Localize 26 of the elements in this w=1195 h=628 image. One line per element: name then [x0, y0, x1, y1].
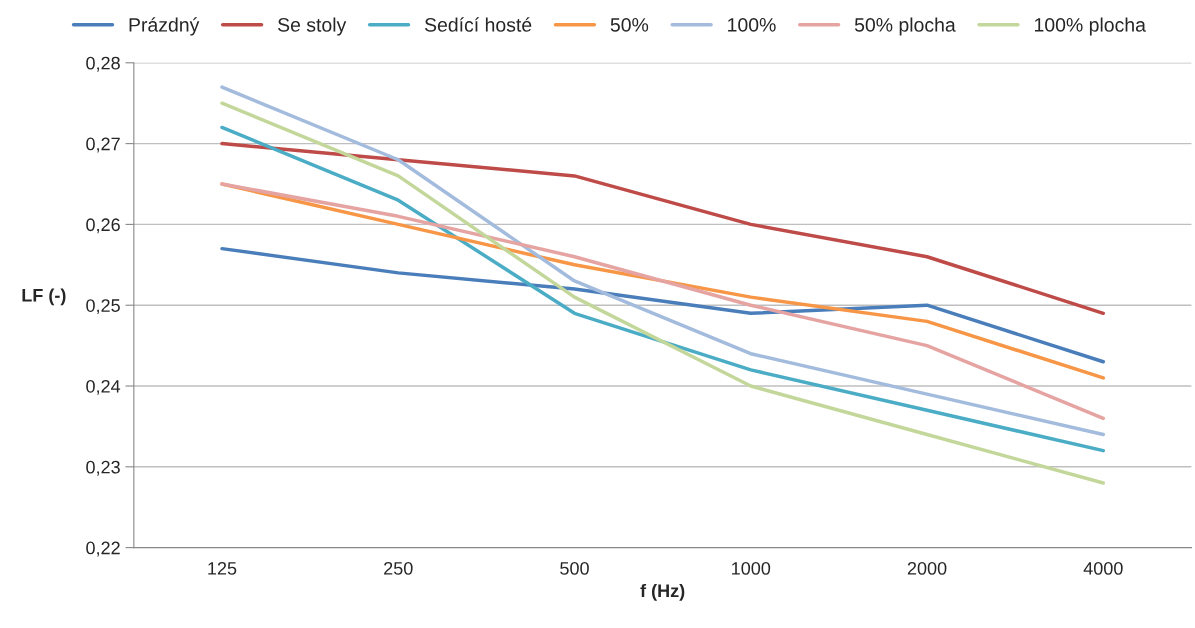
legend-label: Prázdný: [129, 17, 200, 36]
y-axis-title: LF (-): [22, 288, 66, 306]
x-tick-label: 125: [208, 561, 237, 575]
y-tick-label: 0,24: [86, 379, 121, 395]
y-tick-label: 0,23: [86, 460, 120, 476]
y-tick-label: 0,28: [86, 56, 120, 72]
legend-label: 50% plocha: [854, 17, 956, 36]
x-tick-label: 500: [560, 561, 589, 575]
legend-label: 100% plocha: [1034, 17, 1146, 36]
legend-label: Se stoly: [278, 17, 347, 36]
legend-label: 50%: [610, 17, 649, 32]
legend-label: 100%: [728, 17, 776, 32]
line-series: [220, 246, 1106, 364]
line-series: [220, 85, 1106, 437]
y-tick-label: 0,27: [86, 137, 120, 153]
y-tick-label: 0,22: [86, 541, 120, 557]
line-series: [220, 182, 1106, 421]
x-tick-label: 4000: [1083, 561, 1123, 575]
x-tick-label: 250: [384, 561, 413, 575]
x-tick-label: 1000: [732, 561, 771, 575]
y-tick-label: 0,26: [86, 218, 120, 234]
x-axis-title: f (Hz): [640, 583, 685, 601]
x-tick-label: 2000: [907, 561, 947, 575]
legend-label: Sedící hosté: [424, 17, 532, 32]
y-tick-label: 0,25: [86, 299, 120, 315]
line-series: [220, 141, 1106, 316]
